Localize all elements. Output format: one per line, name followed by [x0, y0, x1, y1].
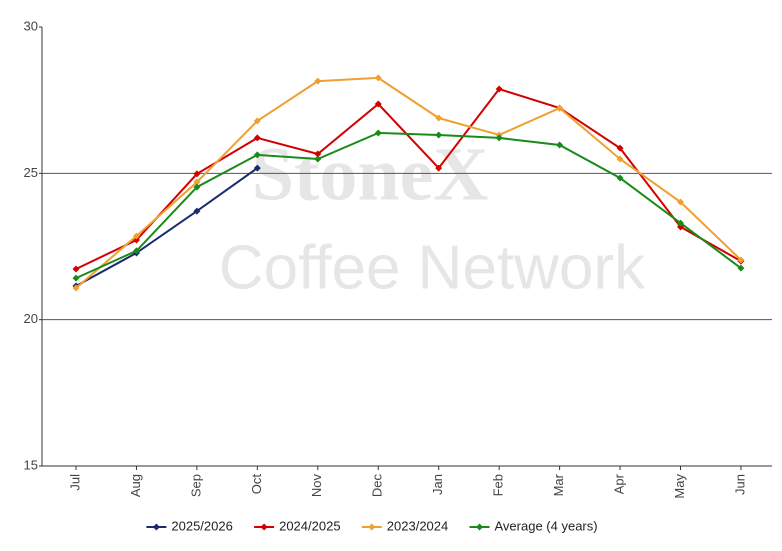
series-line	[75, 87, 742, 270]
point	[435, 114, 443, 122]
point	[556, 141, 564, 149]
series-line	[75, 167, 258, 287]
point	[374, 100, 382, 108]
x-tick-label: Mar	[551, 473, 566, 496]
point	[193, 178, 201, 186]
point	[132, 232, 140, 240]
point	[314, 77, 322, 85]
x-tick-label: Jun	[732, 474, 747, 495]
x-tick-label: Oct	[249, 474, 264, 495]
y-tick-label: 30	[24, 18, 38, 33]
series-line	[75, 131, 742, 280]
x-tick-label: Feb	[491, 474, 506, 496]
x-tick-label: Nov	[309, 474, 324, 498]
y-tick-label: 15	[24, 457, 38, 472]
legend-marker	[152, 523, 160, 531]
watermark: Coffee Network	[219, 233, 646, 302]
x-tick-label: Jan	[430, 474, 445, 495]
legend-label: 2025/2026	[171, 518, 232, 533]
point	[616, 144, 624, 152]
point	[253, 151, 261, 159]
point	[253, 134, 261, 142]
x-tick-label: Apr	[611, 473, 626, 494]
point	[72, 284, 80, 292]
point	[495, 134, 503, 142]
series-line	[75, 76, 742, 289]
legend-label: Average (4 years)	[495, 518, 598, 533]
point	[72, 265, 80, 273]
point	[616, 155, 624, 163]
point	[556, 104, 564, 112]
point	[737, 256, 745, 264]
legend-label: 2023/2024	[387, 518, 448, 533]
point	[616, 174, 624, 182]
point	[132, 247, 140, 255]
point	[314, 150, 322, 158]
point	[314, 155, 322, 163]
y-tick-label: 20	[24, 311, 38, 326]
point	[253, 164, 261, 172]
point	[253, 117, 261, 125]
x-tick-label: Aug	[128, 474, 143, 497]
legend-marker	[368, 523, 376, 531]
point	[374, 74, 382, 82]
y-tick-label: 25	[24, 165, 38, 180]
point	[435, 131, 443, 139]
point	[737, 264, 745, 272]
point	[677, 198, 684, 206]
point	[435, 164, 443, 172]
point	[193, 183, 201, 191]
x-tick-label: Sep	[188, 474, 203, 497]
point	[72, 274, 80, 282]
point	[193, 207, 201, 215]
x-tick-label: May	[672, 474, 687, 499]
x-tick-label: Jul	[67, 474, 82, 491]
legend-marker	[476, 523, 483, 531]
x-tick-label: Dec	[370, 474, 385, 498]
point	[495, 85, 503, 93]
point	[374, 129, 382, 137]
legend-label: 2024/2025	[279, 518, 340, 533]
point	[193, 170, 201, 178]
point	[677, 219, 684, 227]
legend-marker	[260, 523, 268, 531]
